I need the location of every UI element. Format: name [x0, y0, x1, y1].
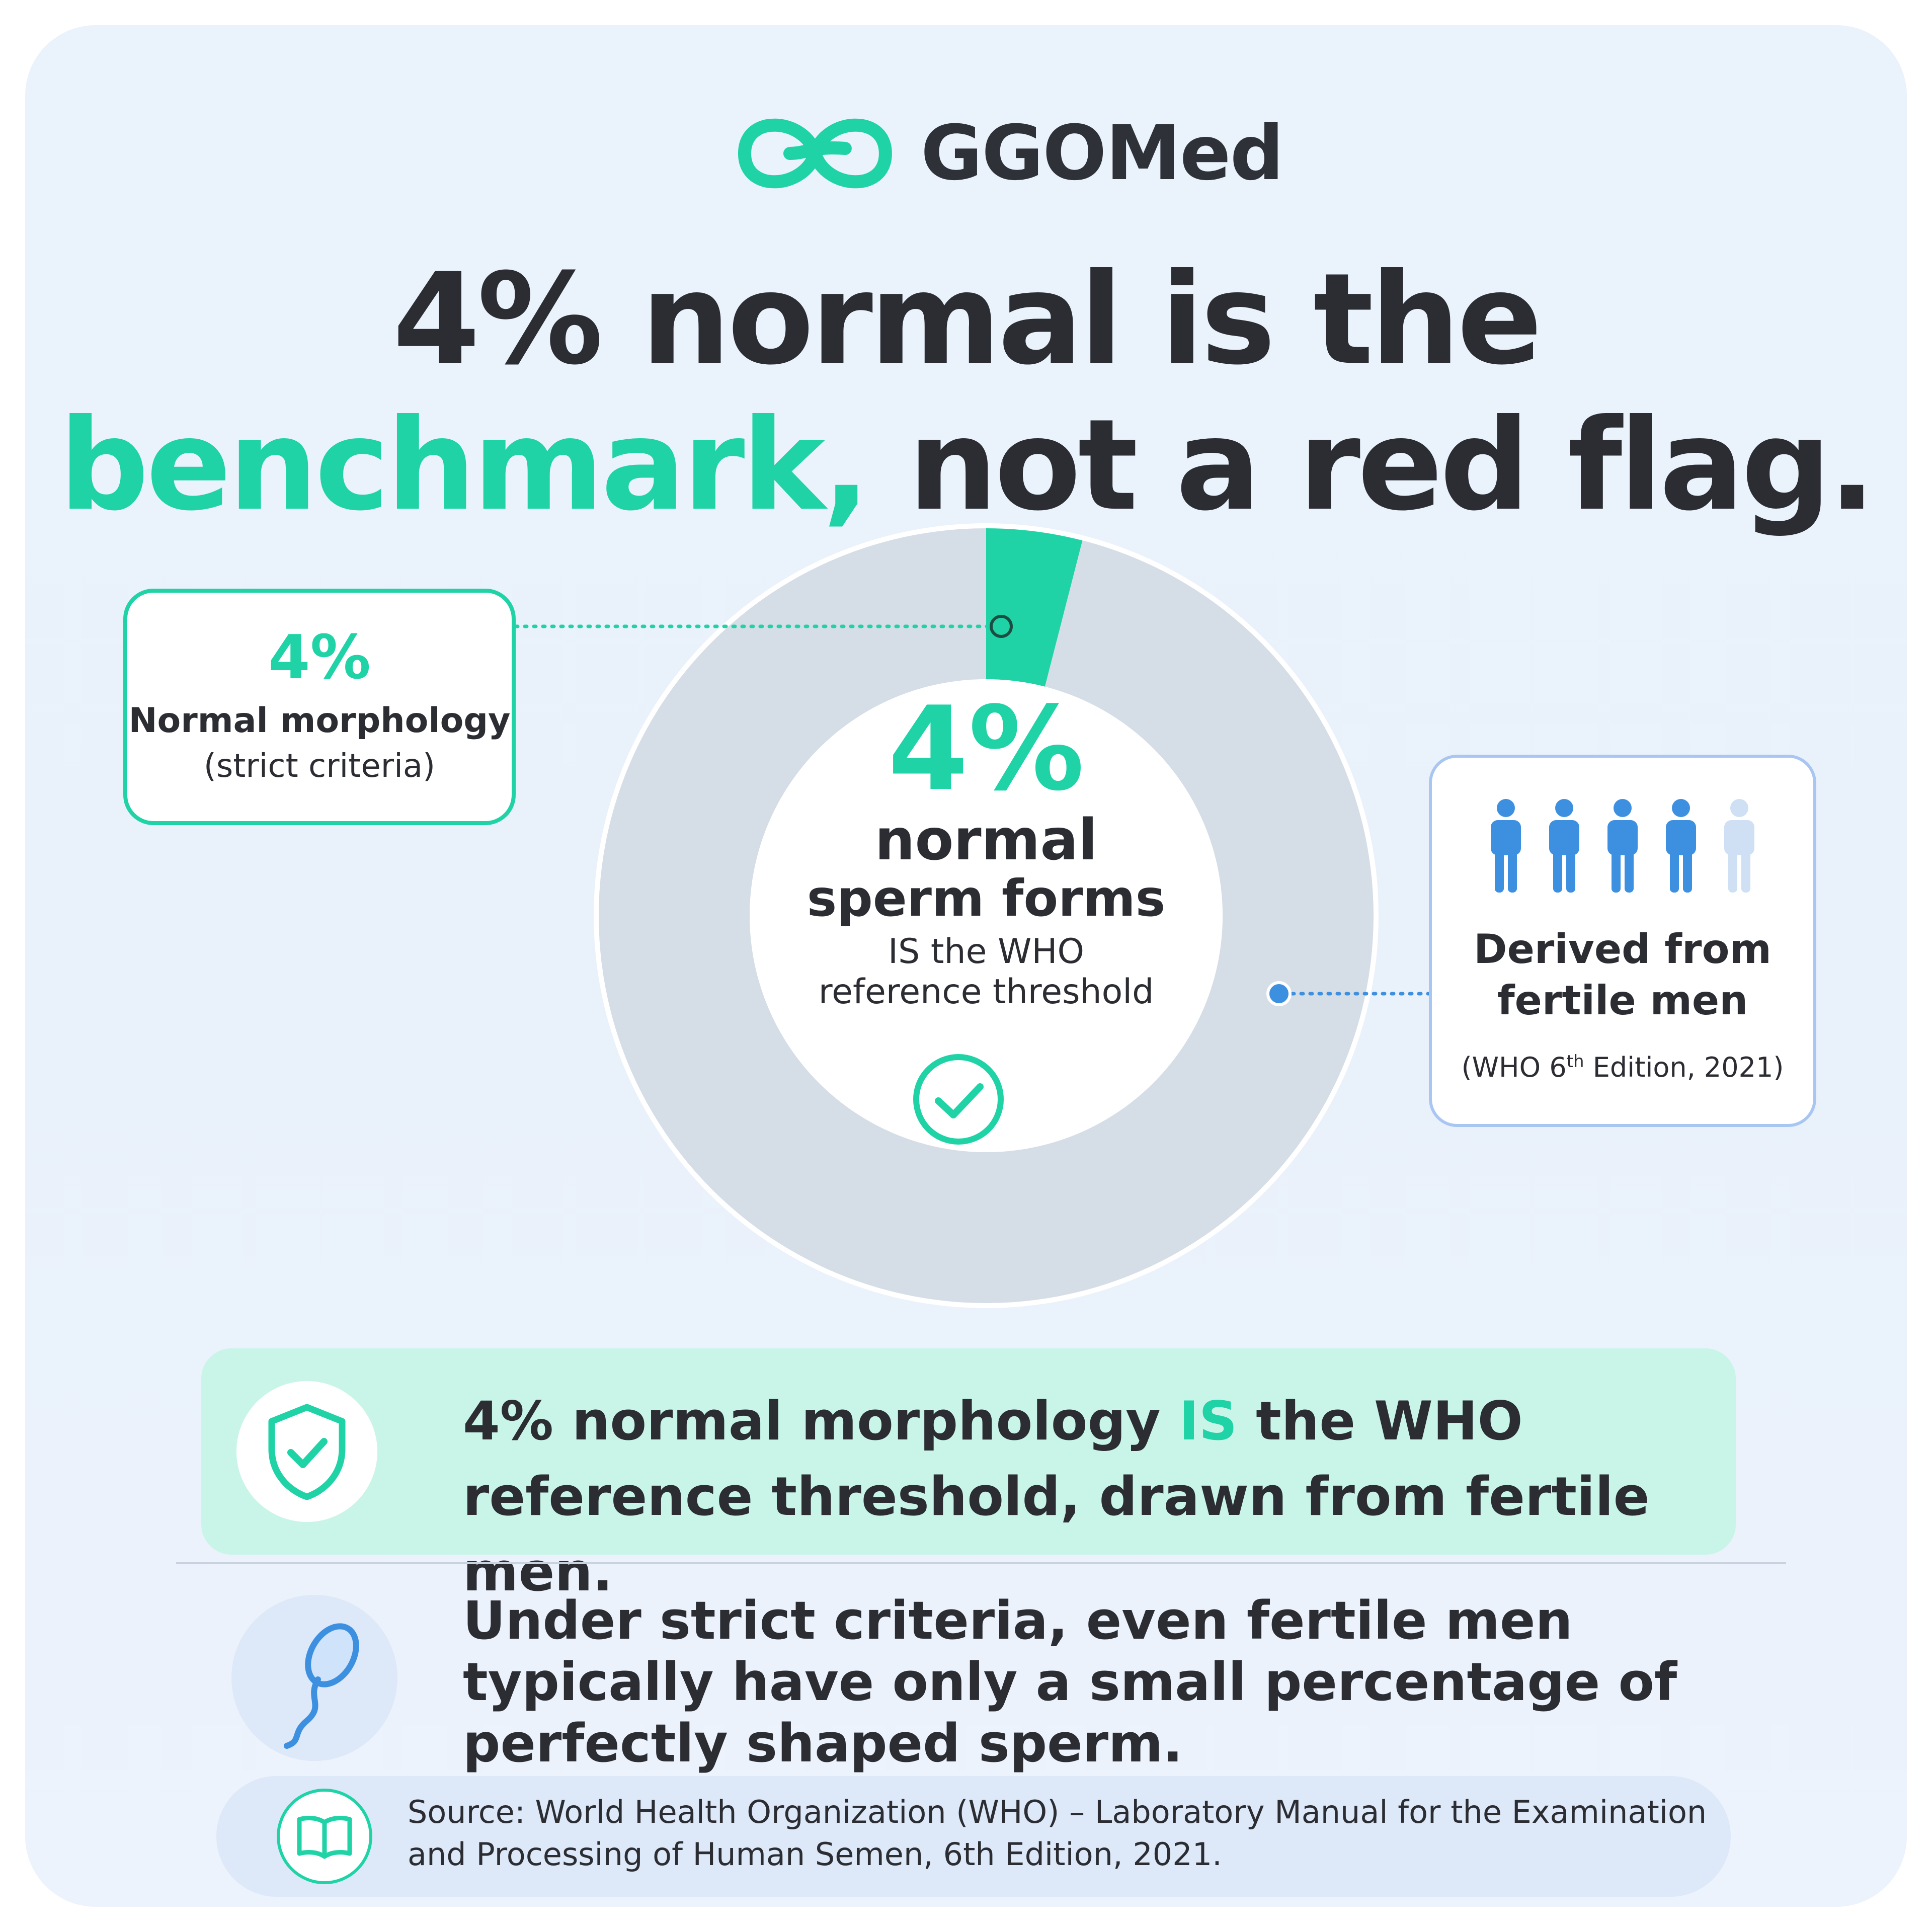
headline-accent: benchmark, [59, 392, 870, 538]
center-line2: sperm forms [807, 869, 1166, 928]
headline-rest: not a red flag. [867, 392, 1876, 538]
person-icon [1549, 799, 1579, 893]
ggomed-logo-icon [738, 118, 892, 189]
callout-left-percent: 4% [268, 623, 371, 693]
brand-name: GGOMed [920, 110, 1284, 197]
callout-right-line1: Derived from [1474, 926, 1772, 973]
person-icon [1666, 799, 1696, 893]
shield-icon-wrap [236, 1381, 377, 1522]
center-line4: reference threshold [818, 972, 1154, 1012]
key-message-accent: IS [1179, 1390, 1238, 1452]
center-line1: normal [874, 808, 1098, 873]
edition-post: Edition, 2021) [1584, 1052, 1784, 1083]
key-message-mid: the WHO [1237, 1390, 1523, 1452]
sperm-icon-wrap [231, 1595, 397, 1761]
key-message-text: 4% normal morphology IS the WHO referenc… [463, 1384, 1721, 1610]
brand-logo: GGOMed [730, 96, 1284, 211]
headline-line1: 4% normal is the [392, 246, 1543, 392]
source-line2: and Processing of Human Semen, 6th Editi… [408, 1836, 1222, 1873]
center-percent: 4% [888, 682, 1085, 817]
edition-pre: (WHO 6 [1461, 1052, 1567, 1083]
note-line2: typically have only a small percentage o… [463, 1651, 1677, 1713]
note-text: Under strict criteria, even fertile men … [463, 1590, 1821, 1774]
source-citation: Source: World Health Organization (WHO) … [216, 1776, 1731, 1897]
infographic-card: GGOMed 4% normal is the benchmark, not a… [25, 25, 1907, 1907]
book-icon [297, 1816, 352, 1859]
key-message-line1: 4% normal morphology IS the WHO [463, 1384, 1721, 1459]
source-line1: Source: World Health Organization (WHO) … [408, 1794, 1707, 1830]
donut-slice-other [598, 528, 1374, 1303]
key-message-banner: 4% normal morphology IS the WHO referenc… [201, 1348, 1736, 1603]
shield-check-icon [268, 1404, 346, 1500]
callout-fertile-men: Derived from fertile men (WHO 6th Editio… [1429, 755, 1816, 1127]
note-line1: Under strict criteria, even fertile men [463, 1590, 1573, 1651]
center-line3: IS the WHO [888, 932, 1084, 972]
key-message-pre: 4% normal morphology [463, 1390, 1179, 1452]
callout-normal-morphology: 4% Normal morphology (strict criteria) [123, 589, 516, 825]
book-icon-wrap [277, 1789, 372, 1884]
callout-right-line3: (WHO 6th Edition, 2021) [1432, 1041, 1813, 1088]
people-icons [1432, 798, 1813, 894]
person-icon [1491, 799, 1521, 893]
callout-right-line2: fertile men [1497, 977, 1748, 1024]
donut-hole [750, 679, 1223, 1152]
section-divider [176, 1562, 1786, 1564]
callout-left-line1: Normal morphology [128, 701, 511, 741]
source-text: Source: World Health Organization (WHO) … [408, 1791, 1716, 1876]
edition-sup: th [1566, 1052, 1584, 1072]
person-icon [1607, 799, 1638, 893]
donut-slice-normal [986, 528, 1083, 687]
donut-center-label: 4% normal sperm forms IS the WHO referen… [740, 682, 1233, 1145]
key-message-line2: reference threshold, drawn from fertile … [463, 1466, 1650, 1603]
headline-line2: benchmark, not a red flag. [25, 392, 1907, 538]
sperm-icon [284, 1623, 359, 1749]
callout-left-line2: (strict criteria) [203, 748, 436, 785]
check-circle-icon [913, 1054, 1004, 1145]
note-line3: perfectly shaped sperm. [463, 1713, 1183, 1774]
page-title: 4% normal is the benchmark, not a red fl… [25, 247, 1907, 538]
donut-chart [594, 523, 1379, 1308]
person-icon [1724, 799, 1754, 893]
